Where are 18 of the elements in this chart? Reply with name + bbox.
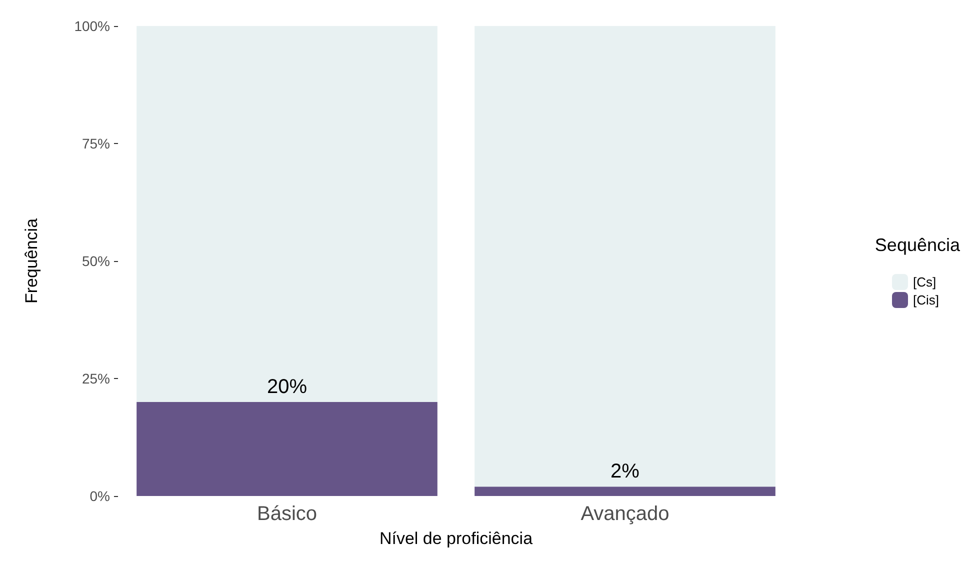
y-tick-label: 50% xyxy=(82,253,110,269)
legend-title: Sequência xyxy=(874,235,961,255)
data-label: 20% xyxy=(266,376,308,398)
y-tick-label: 100% xyxy=(74,18,110,34)
y-axis-title: Frequência xyxy=(22,218,41,304)
bar xyxy=(474,26,776,487)
x-axis-title: Nível de proficiência xyxy=(379,529,534,548)
x-tick-label: Avançado xyxy=(580,503,670,525)
bar xyxy=(136,26,438,402)
y-tick-label: 75% xyxy=(82,136,110,152)
x-tick-label: Básico xyxy=(256,503,318,525)
legend-label: [Cis] xyxy=(913,292,939,308)
y-tick-label: 0% xyxy=(90,488,110,504)
bar xyxy=(136,402,438,496)
legend-label: [Cs] xyxy=(913,274,936,290)
y-tick-label: 25% xyxy=(82,370,110,386)
data-label: 2% xyxy=(610,460,640,483)
bar xyxy=(474,486,776,496)
